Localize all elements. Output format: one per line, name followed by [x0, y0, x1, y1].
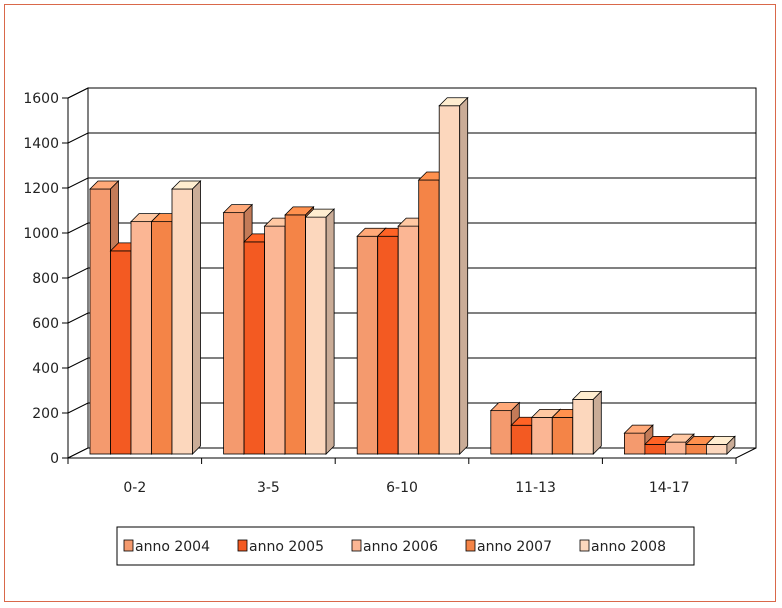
bar-6-10-anno-2008	[438, 96, 469, 455]
y-tick-label: 600	[32, 316, 59, 332]
bar-11-13-anno-2008	[571, 390, 603, 455]
y-tick-label: 1400	[23, 136, 59, 152]
gridline	[67, 267, 756, 279]
gridline	[67, 357, 756, 369]
bar-14-17-anno-2008	[705, 435, 736, 455]
y-tick-label: 800	[32, 271, 59, 287]
x-tick-label: 6-10	[386, 480, 418, 496]
y-tick-label: 400	[32, 361, 59, 377]
gridline	[67, 87, 756, 99]
gridline	[67, 132, 756, 144]
y-tick-label: 1600	[23, 91, 59, 107]
chart-bars	[89, 96, 736, 455]
y-tick-label: 200	[32, 406, 59, 422]
legend-label: anno 2008	[591, 539, 666, 555]
y-tick-label: 0	[50, 451, 59, 467]
legend-swatch	[237, 539, 248, 552]
legend-label: anno 2006	[363, 539, 438, 555]
x-tick-label: 0-2	[123, 480, 146, 496]
gridline	[67, 402, 756, 414]
x-tick-label: 11-13	[515, 480, 556, 496]
legend-label: anno 2005	[249, 539, 324, 555]
gridline	[67, 222, 756, 234]
y-axis-ticks: 0 200 400 600 800 1000 1200 1400 1600	[23, 91, 69, 467]
x-tick-label: 3-5	[257, 480, 280, 496]
gridline	[67, 312, 756, 324]
legend-swatch	[351, 539, 362, 552]
legend-box	[116, 526, 695, 566]
x-axis: 0-2 3-5 6-10 11-13 14-17	[67, 457, 737, 496]
bar-3-5-anno-2008	[304, 208, 336, 455]
legend-swatch	[465, 539, 476, 552]
legend-label: anno 2004	[135, 539, 210, 555]
y-tick-label: 1000	[23, 226, 59, 242]
bar-0-2-anno-2008	[171, 180, 202, 455]
gridline	[67, 177, 756, 189]
legend-swatch	[579, 539, 590, 552]
x-tick-label: 14-17	[649, 480, 690, 496]
legend-label: anno 2007	[477, 539, 552, 555]
legend: anno 2004 anno 2005 anno 2006 anno 2007 anno…	[116, 526, 695, 566]
legend-swatch	[123, 539, 134, 552]
y-tick-label: 1200	[23, 181, 59, 197]
